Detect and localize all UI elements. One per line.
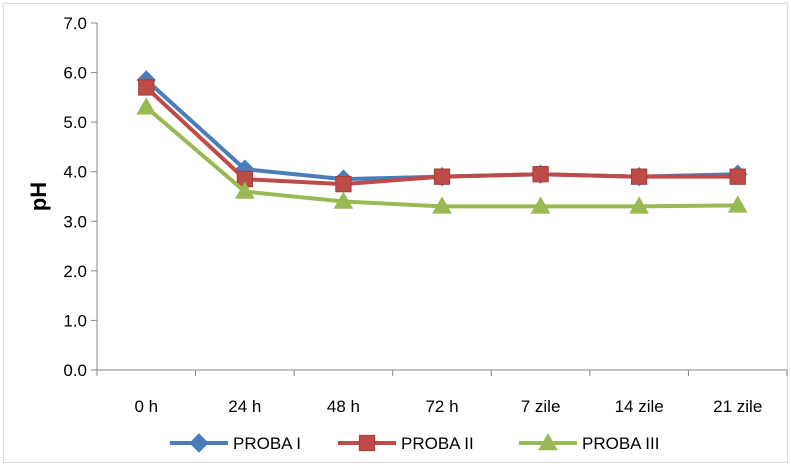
x-tick-label: 0 h — [134, 397, 158, 416]
marker-triangle — [530, 196, 551, 214]
legend: PROBA I PROBA II PROBA III — [170, 432, 659, 453]
marker-triangle — [538, 432, 558, 451]
y-tick-label: 4.0 — [63, 163, 87, 182]
marker-triangle — [136, 97, 157, 115]
marker-square — [138, 79, 155, 96]
y-tick-label: 5.0 — [63, 113, 87, 132]
legend-item: PROBA I — [170, 433, 301, 453]
legend-label: PROBA II — [401, 434, 474, 453]
series-line — [144, 105, 738, 209]
marker-diamond — [189, 433, 209, 453]
legend-label: PROBA I — [233, 434, 301, 453]
y-tick-label: 7.0 — [63, 14, 87, 33]
marker-triangle — [234, 181, 255, 199]
x-tick-label: 7 zile — [521, 397, 561, 416]
marker-square — [335, 175, 352, 193]
y-tick-label: 1.0 — [63, 311, 87, 330]
marker-square — [358, 434, 376, 452]
y-tick-label: 0.0 — [63, 361, 87, 380]
series-layer — [136, 70, 748, 214]
marker-triangle — [432, 196, 452, 214]
series-line — [144, 78, 738, 182]
x-tick-label: 14 zile — [615, 397, 664, 416]
y-tick-label: 2.0 — [63, 262, 87, 281]
y-axis-label: pH — [26, 182, 51, 211]
marker-square — [433, 168, 451, 185]
y-tick-label: 3.0 — [63, 212, 87, 231]
marker-triangle — [629, 196, 650, 214]
series-2 — [138, 79, 746, 193]
marker-square — [729, 168, 746, 185]
legend-label: PROBA III — [582, 434, 659, 453]
x-tick-label: 72 h — [425, 397, 458, 416]
chart-frame — [3, 3, 788, 463]
y-tick-label: 6.0 — [63, 64, 87, 83]
marker-square — [630, 168, 648, 185]
series-3 — [136, 97, 748, 214]
x-tick-label: 24 h — [228, 397, 261, 416]
x-tick-label: 21 zile — [713, 397, 762, 416]
legend-item: PROBA III — [519, 432, 659, 453]
marker-triangle — [727, 195, 748, 213]
y-axis: 0.0 1.0 2.0 3.0 4.0 5.0 6.0 7.0 — [63, 14, 98, 380]
x-axis: 0 h 24 h 48 h 72 h 7 zile 14 zile 21 zile — [96, 369, 788, 416]
marker-triangle — [333, 191, 354, 209]
x-tick-label: 48 h — [327, 397, 360, 416]
legend-item: PROBA II — [338, 434, 474, 453]
marker-square — [532, 166, 549, 183]
